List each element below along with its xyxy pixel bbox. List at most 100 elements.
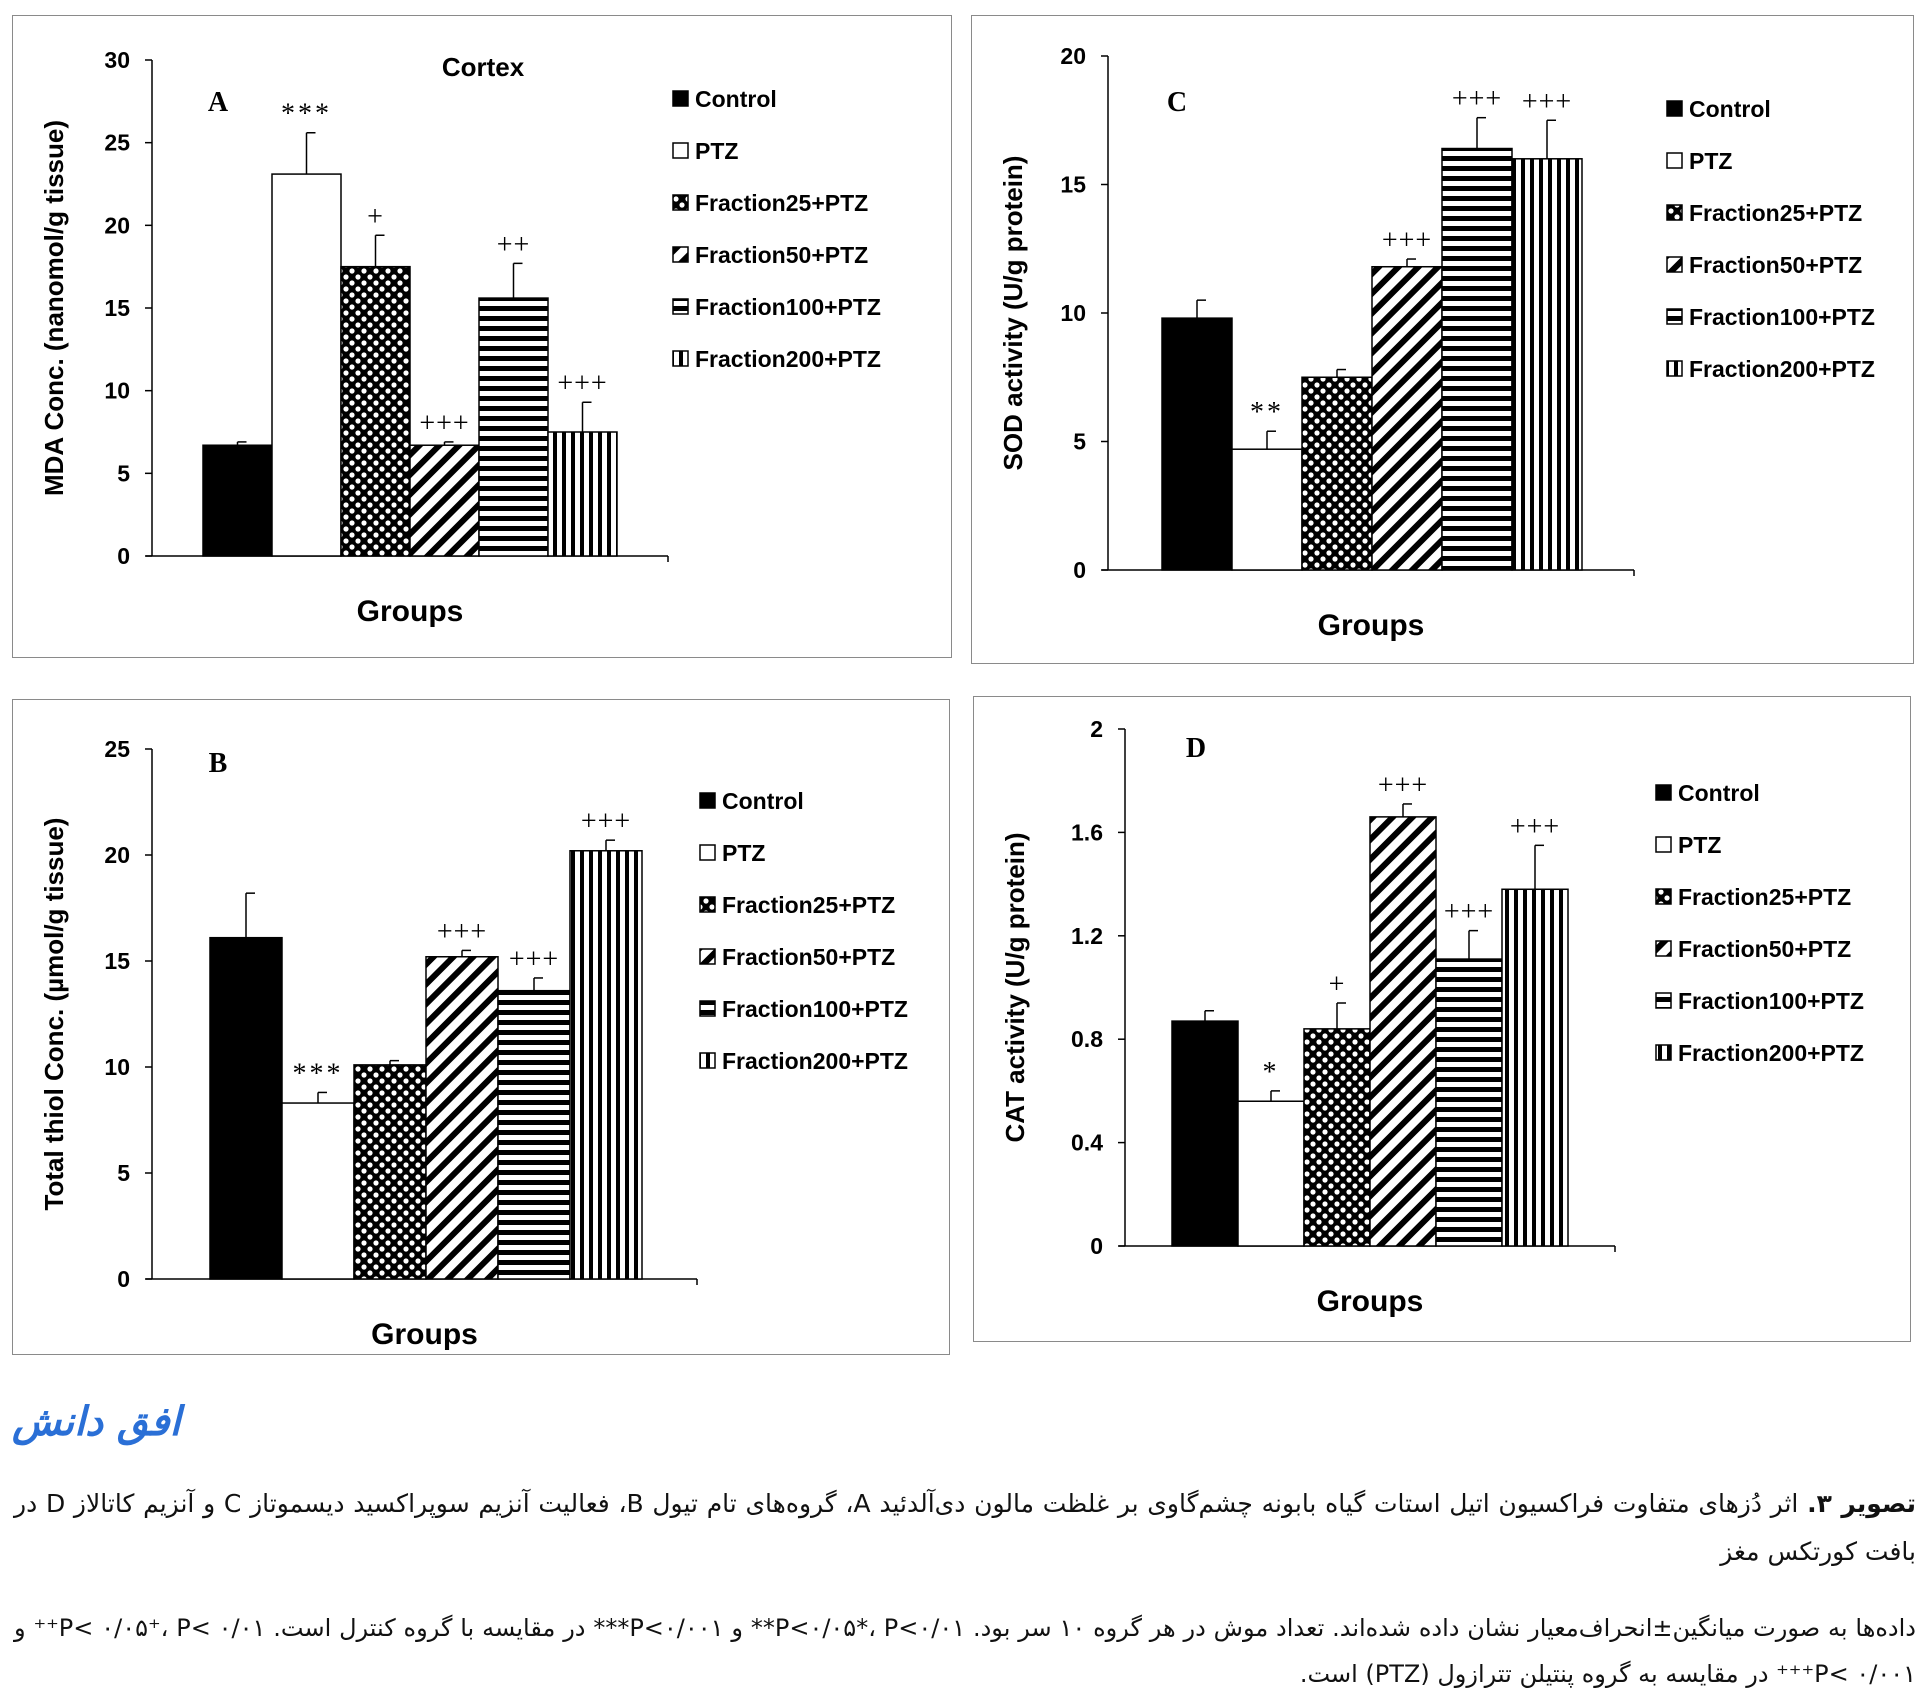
legend-swatch-fraction200 (1655, 1044, 1672, 1061)
bar-fraction25 (340, 265, 411, 557)
significance-label: +++ (557, 368, 607, 399)
bar-fraction200 (547, 431, 618, 557)
significance-label: *** (293, 1058, 344, 1089)
chart-panel-b-thiol: 0 5 10 15 20 25 Total thiol Conc. (µmol/g tiss… (12, 699, 950, 1355)
legend-swatch-fraction100 (1655, 992, 1672, 1009)
bar-control (209, 936, 283, 1280)
significance-label: +++ (1452, 84, 1502, 115)
chart-svg: 0 5 10 15 20 25 Total thiol Conc. (µmol/g tiss… (39, 736, 908, 1351)
legend-swatch-ptz (699, 844, 716, 861)
chart-svg: 0 5 10 15 20 SOD activity (U/g protein) Groups… (998, 43, 1875, 642)
legend-label-fraction25: Fraction25+PTZ (1678, 884, 1851, 910)
y-tick-label: 15 (1060, 172, 1086, 198)
y-axis-label: Total thiol Conc. (µmol/g tissue) (39, 818, 69, 1211)
legend-swatch-fraction50 (1655, 940, 1672, 957)
bar-fraction50 (409, 444, 480, 557)
legend-label-fraction50: Fraction50+PTZ (1678, 936, 1851, 962)
legend-label-fraction50: Fraction50+PTZ (1689, 252, 1862, 278)
x-axis-label: Groups (1317, 1285, 1424, 1318)
bar-fraction100 (1435, 958, 1503, 1247)
legend-swatch-ptz (672, 142, 689, 159)
bar-ptz (281, 1102, 355, 1280)
significance-label: +++ (1378, 770, 1428, 801)
significance-label: ++ (497, 229, 531, 260)
y-tick-label: 5 (117, 1160, 130, 1186)
y-tick-label: 15 (104, 948, 130, 974)
legend-swatch-fraction50 (1666, 256, 1683, 273)
bar-fraction50 (1369, 816, 1437, 1247)
y-tick-label: 0 (117, 543, 130, 569)
legend-swatch-fraction100 (699, 1000, 716, 1017)
y-tick-label: 0 (1073, 557, 1086, 583)
legend-label-fraction200: Fraction200+PTZ (1678, 1040, 1864, 1066)
panel-letter: A (208, 87, 229, 118)
legend-label-control: Control (1689, 96, 1771, 122)
legend-label-fraction50: Fraction50+PTZ (695, 242, 868, 268)
y-axis-label: MDA Conc. (nanomol/g tissue) (39, 120, 69, 496)
legend-label-fraction100: Fraction100+PTZ (1678, 988, 1864, 1014)
x-axis-label: Groups (1318, 609, 1425, 642)
legend-label-fraction25: Fraction25+PTZ (1689, 200, 1862, 226)
y-tick-label: 20 (104, 842, 130, 868)
significance-label: +++ (1510, 811, 1560, 842)
bar-fraction100 (478, 297, 549, 557)
bar-fraction50 (1371, 265, 1443, 571)
legend-swatch-fraction100 (1666, 308, 1683, 325)
bar-fraction100 (497, 989, 571, 1280)
significance-label: +++ (437, 916, 487, 947)
legend-swatch-control (672, 90, 689, 107)
legend-label-fraction100: Fraction100+PTZ (722, 996, 908, 1022)
bar-fraction200 (1511, 158, 1583, 571)
y-axis-label: SOD activity (U/g protein) (998, 156, 1028, 471)
y-tick-label: 0 (117, 1266, 130, 1292)
legend-swatch-fraction200 (1666, 360, 1683, 377)
bar-fraction200 (1501, 888, 1569, 1247)
significance-label: +++ (1382, 225, 1432, 256)
y-tick-label: 10 (104, 1054, 130, 1080)
legend-swatch-fraction25 (1655, 888, 1672, 905)
caption-text: اثر دُزهای متفاوت فراکسیون اتیل استات گی… (14, 1489, 1916, 1566)
x-axis-label: Groups (371, 1318, 478, 1351)
y-tick-label: 10 (1060, 300, 1086, 326)
figure-caption: تصویر ۳. اثر دُزهای متفاوت فراکسیون اتیل… (14, 1480, 1916, 1576)
bar-fraction200 (569, 850, 643, 1280)
legend-label-fraction200: Fraction200+PTZ (695, 346, 881, 372)
y-tick-label: 5 (117, 460, 130, 486)
y-tick-label: 2 (1090, 716, 1103, 742)
significance-label: +++ (1444, 897, 1494, 928)
panel-letter: B (209, 748, 228, 779)
legend-swatch-ptz (1655, 836, 1672, 853)
legend-label-ptz: PTZ (722, 840, 765, 866)
bar-control (1161, 317, 1233, 571)
caption-label: تصویر ۳. (1807, 1489, 1916, 1518)
legend-swatch-fraction50 (672, 246, 689, 263)
significance-label: *** (281, 99, 332, 130)
legend-label-fraction25: Fraction25+PTZ (722, 892, 895, 918)
x-axis-label: Groups (357, 595, 464, 628)
y-tick-label: 1.6 (1071, 819, 1103, 845)
y-tick-label: 30 (104, 47, 130, 73)
bar-control (202, 444, 273, 557)
bar-fraction25 (1301, 376, 1373, 571)
bar-fraction100 (1441, 147, 1513, 571)
legend-label-control: Control (722, 788, 804, 814)
chart-svg: 0 0.4 0.8 1.2 1.6 2 CAT activity (U/g protein)… (1000, 716, 1864, 1318)
panel-letter: D (1186, 733, 1206, 764)
legend-label-ptz: PTZ (695, 138, 738, 164)
legend-label-ptz: PTZ (1678, 832, 1721, 858)
y-tick-label: 25 (104, 736, 130, 762)
bar-fraction50 (425, 956, 499, 1280)
caption-note: داده‌ها به صورت میانگین±انحراف‌معیار نشا… (14, 1614, 1916, 1688)
legend-label-fraction200: Fraction200+PTZ (722, 1048, 908, 1074)
legend-label-fraction50: Fraction50+PTZ (722, 944, 895, 970)
legend-label-ptz: PTZ (1689, 148, 1732, 174)
chart-svg: 0 5 10 15 20 25 30 MDA Conc. (nanomol/g tissue)… (39, 47, 881, 628)
y-tick-label: 5 (1073, 429, 1086, 455)
y-tick-label: 10 (104, 378, 130, 404)
legend-swatch-control (699, 792, 716, 809)
legend-label-control: Control (695, 86, 777, 112)
significance-label: +++ (581, 806, 631, 837)
y-tick-label: 25 (104, 130, 130, 156)
bar-ptz (1237, 1100, 1305, 1247)
legend-swatch-fraction25 (699, 896, 716, 913)
